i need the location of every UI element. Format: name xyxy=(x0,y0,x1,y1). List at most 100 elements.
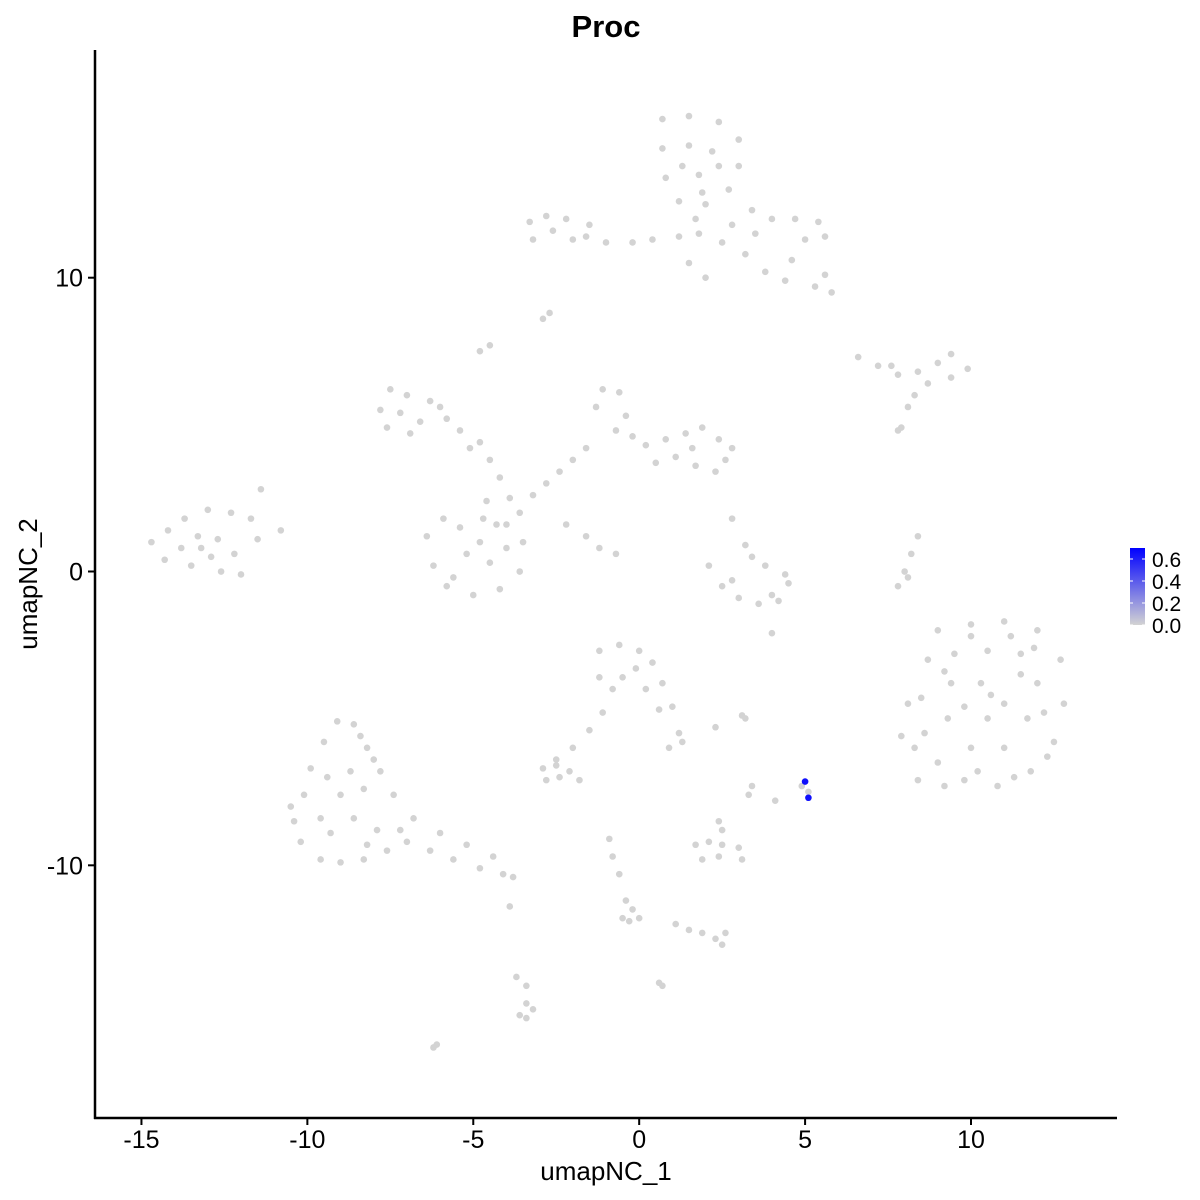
expressed-cell-point xyxy=(801,778,809,785)
y-axis-label: umapNC_2 xyxy=(13,518,43,650)
cell-point xyxy=(277,527,285,534)
cell-point xyxy=(333,718,341,725)
cell-point xyxy=(622,412,630,420)
cell-point xyxy=(549,227,557,234)
cell-point xyxy=(715,853,723,860)
chart-title: Proc xyxy=(572,9,641,44)
cell-point xyxy=(377,768,384,775)
cell-point xyxy=(685,926,693,934)
cell-point xyxy=(1000,744,1008,752)
cell-point xyxy=(307,765,314,772)
cell-point xyxy=(768,591,776,599)
cell-point xyxy=(702,274,709,282)
cell-point xyxy=(396,409,404,417)
cell-point xyxy=(456,524,464,531)
cell-point xyxy=(649,236,656,243)
cell-point xyxy=(526,218,533,226)
cell-point xyxy=(679,738,686,746)
cell-point xyxy=(257,485,265,493)
cell-point xyxy=(496,474,504,481)
cell-point xyxy=(1007,632,1015,640)
cell-point xyxy=(476,347,484,355)
cell-point xyxy=(675,233,683,240)
cell-point xyxy=(964,365,971,373)
cell-point xyxy=(718,941,726,948)
cell-point xyxy=(383,847,391,854)
cell-point xyxy=(1010,773,1018,781)
cell-point xyxy=(217,568,225,575)
cell-point xyxy=(436,829,444,837)
cell-point xyxy=(562,521,570,528)
cell-point xyxy=(659,679,666,687)
cell-point xyxy=(387,386,394,393)
cell-point xyxy=(675,198,683,205)
cell-point xyxy=(735,162,743,170)
cell-point xyxy=(254,535,261,543)
cell-point xyxy=(1024,715,1031,722)
cell-point xyxy=(682,430,689,437)
cell-point xyxy=(632,665,640,672)
cell-point xyxy=(403,838,411,846)
cell-point xyxy=(546,309,553,317)
cell-point xyxy=(735,844,743,851)
cell-point xyxy=(466,444,474,452)
cell-point xyxy=(692,215,699,223)
cell-point xyxy=(708,148,716,155)
cell-point xyxy=(542,212,550,220)
cell-point xyxy=(396,826,404,834)
cell-point xyxy=(569,456,577,464)
cell-point xyxy=(695,171,703,179)
cell-point xyxy=(961,776,968,784)
cell-point xyxy=(440,515,447,522)
cell-point xyxy=(934,759,942,766)
cell-point xyxy=(347,768,354,775)
colorbar-tick-label: 0.0 xyxy=(1152,615,1181,638)
cell-point xyxy=(788,256,796,264)
cell-point xyxy=(350,720,358,728)
cell-point xyxy=(483,497,490,505)
x-tick-label: -10 xyxy=(289,1126,325,1154)
cell-point xyxy=(1017,671,1025,678)
cell-point xyxy=(363,841,371,849)
cell-point xyxy=(924,656,932,663)
cell-point xyxy=(811,283,819,290)
x-axis-label: umapNC_1 xyxy=(540,1156,672,1186)
cell-point xyxy=(874,362,882,370)
cell-point xyxy=(947,374,955,381)
cell-point xyxy=(685,259,693,267)
cell-point xyxy=(373,826,381,834)
cell-point xyxy=(705,838,713,846)
cell-point xyxy=(426,847,434,854)
cell-point xyxy=(406,430,414,437)
cell-point xyxy=(718,239,726,246)
cell-point xyxy=(496,585,504,593)
cell-point xyxy=(493,521,500,528)
cell-point xyxy=(894,582,902,590)
cell-point xyxy=(629,906,636,913)
cell-point xyxy=(363,744,371,752)
cell-point xyxy=(247,515,255,522)
cell-point xyxy=(463,550,470,558)
cell-point xyxy=(552,756,560,763)
cell-point xyxy=(669,703,676,710)
cell-point xyxy=(164,527,172,534)
cell-point xyxy=(599,386,606,393)
cell-point xyxy=(781,277,789,284)
cell-point xyxy=(327,829,334,837)
cell-point xyxy=(1050,738,1058,746)
cell-point xyxy=(698,189,706,196)
cell-point xyxy=(662,174,670,182)
cell-point xyxy=(612,427,620,434)
cell-point xyxy=(941,668,948,675)
cell-point xyxy=(898,732,905,740)
cell-point xyxy=(629,433,636,440)
cell-point xyxy=(476,438,484,446)
cell-point xyxy=(1000,618,1008,625)
cell-point xyxy=(1000,700,1008,708)
cell-point xyxy=(337,859,344,866)
cell-point xyxy=(675,729,683,737)
cell-point xyxy=(934,626,942,634)
cell-point xyxy=(619,673,626,681)
cell-point xyxy=(542,480,550,487)
cell-point xyxy=(161,556,168,564)
